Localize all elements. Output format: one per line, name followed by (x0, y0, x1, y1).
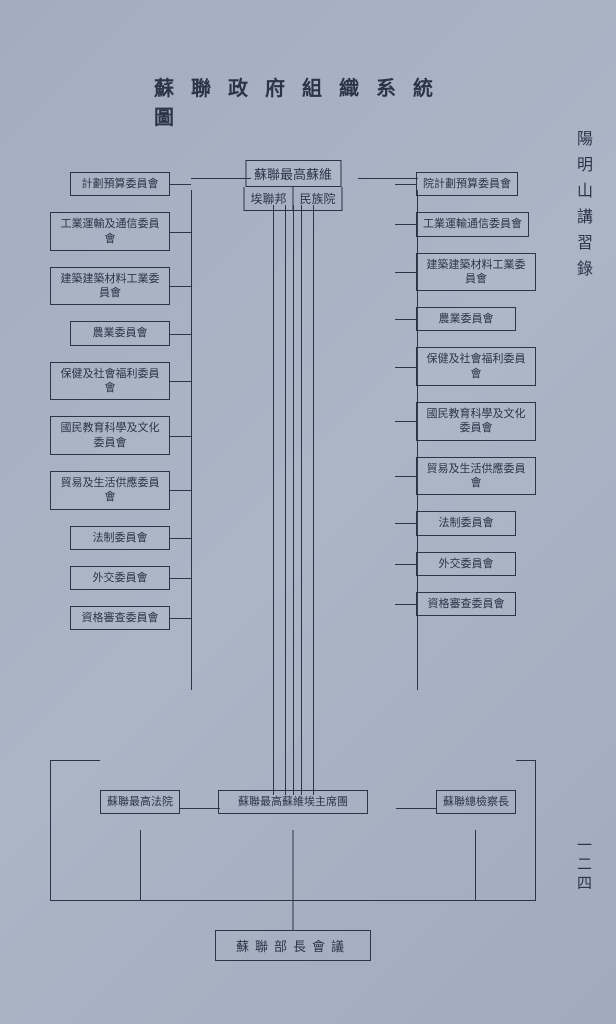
mid-left-node: 蘇聯最高法院 (100, 790, 180, 814)
right-column: 院計劃預算委員會工業運輸通信委員會建築建築材料工業委員會農業委員會保健及社會福利… (416, 172, 536, 616)
left-node-4: 保健及社會福利委員會 (50, 362, 170, 401)
right-node-0: 院計劃預算委員會 (416, 172, 518, 196)
page-number: 一二四 (573, 837, 594, 894)
center-lines (263, 205, 323, 795)
left-node-2: 建築建築材料工業委員會 (50, 267, 170, 306)
left-node-0: 計劃預算委員會 (70, 172, 170, 196)
left-node-3: 農業委員會 (70, 321, 170, 345)
left-node-7: 法制委員會 (70, 526, 170, 550)
left-node-8: 外交委員會 (70, 566, 170, 590)
right-node-2: 建築建築材料工業委員會 (416, 253, 536, 292)
right-node-5: 國民教育科學及文化委員會 (416, 402, 536, 441)
top-node: 蘇聯最高蘇維 埃聯邦 民族院 (243, 160, 342, 211)
book-title-vertical: 陽明山講習錄 (570, 130, 594, 286)
left-column: 計劃預算委員會工業運輸及通信委員會建築建築材料工業委員會農業委員會保健及社會福利… (50, 172, 170, 630)
right-node-4: 保健及社會福利委員會 (416, 347, 536, 386)
right-node-1: 工業運輸通信委員會 (416, 212, 529, 236)
diagram-title: 蘇 聯 政 府 組 織 系 統 圖 (154, 72, 462, 130)
bottom-node: 蘇聯部長會議 (215, 930, 371, 961)
mid-center-node: 蘇聯最高蘇維埃主席團 (218, 790, 368, 814)
page: 蘇 聯 政 府 組 織 系 統 圖 陽明山講習錄 一二四 蘇聯最高蘇維 埃聯邦 … (0, 0, 616, 1024)
left-node-6: 貿易及生活供應委員會 (50, 471, 170, 510)
mid-right-node: 蘇聯總檢察長 (436, 790, 516, 814)
right-node-3: 農業委員會 (416, 307, 516, 331)
org-chart: 蘇聯最高蘇維 埃聯邦 民族院 計劃預算委員會工業運輸及通信委員會建築建築材料工業… (50, 130, 536, 964)
right-node-6: 貿易及生活供應委員會 (416, 457, 536, 496)
left-node-1: 工業運輸及通信委員會 (50, 212, 170, 251)
top-node-header: 蘇聯最高蘇維 (245, 160, 341, 187)
left-node-5: 國民教育科學及文化委員會 (50, 416, 170, 455)
left-node-9: 資格審查委員會 (70, 606, 170, 630)
right-node-9: 資格審查委員會 (416, 592, 516, 616)
middle-row: 蘇聯最高法院 蘇聯最高蘇維埃主席團 蘇聯總檢察長 (50, 790, 536, 830)
right-node-8: 外交委員會 (416, 552, 516, 576)
right-node-7: 法制委員會 (416, 511, 516, 535)
